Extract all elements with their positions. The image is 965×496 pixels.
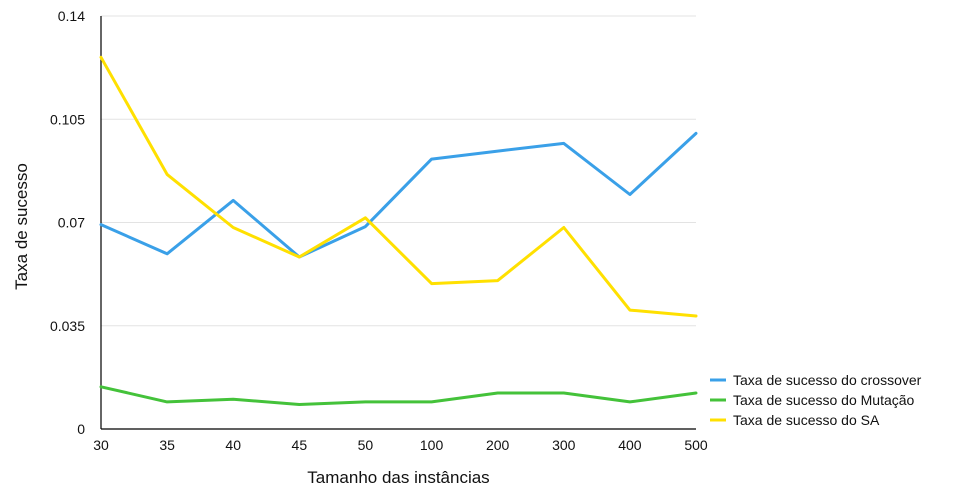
x-tick-labels: 30 35 40 45 50 100 200 300 400 500 [93, 437, 708, 453]
x-tick-label: 35 [159, 437, 175, 453]
legend-label: Taxa de sucesso do SA [733, 412, 880, 428]
axes [100, 16, 696, 430]
x-tick-label: 300 [552, 437, 576, 453]
y-tick-label: 0.105 [50, 111, 85, 127]
y-tick-label: 0.14 [58, 8, 85, 24]
x-tick-label: 200 [486, 437, 510, 453]
legend-label: Taxa de sucesso do Mutação [733, 392, 915, 408]
x-tick-label: 400 [618, 437, 642, 453]
x-tick-label: 50 [358, 437, 374, 453]
y-tick-label: 0.035 [50, 318, 85, 334]
x-tick-label: 100 [420, 437, 444, 453]
x-tick-label: 30 [93, 437, 109, 453]
x-tick-label: 500 [684, 437, 708, 453]
legend: Taxa de sucesso do crossover Taxa de suce… [710, 372, 922, 428]
series-line-3 [99, 55, 698, 318]
gridlines [101, 15, 696, 327]
x-tick-label: 40 [225, 437, 241, 453]
x-axis-title: Tamanho das instâncias [307, 468, 489, 487]
legend-label: Taxa de sucesso do crossover [733, 372, 922, 388]
y-tick-label: 0.07 [58, 215, 85, 231]
y-tick-labels: 0 0.035 0.07 0.105 0.14 [50, 8, 85, 437]
series-line-1 [99, 131, 698, 259]
x-tick-label: 45 [292, 437, 308, 453]
y-tick-label: 0 [77, 421, 85, 437]
series-lines [99, 55, 698, 406]
y-axis-title: Taxa de sucesso [12, 163, 31, 290]
series-line-2 [99, 385, 698, 406]
